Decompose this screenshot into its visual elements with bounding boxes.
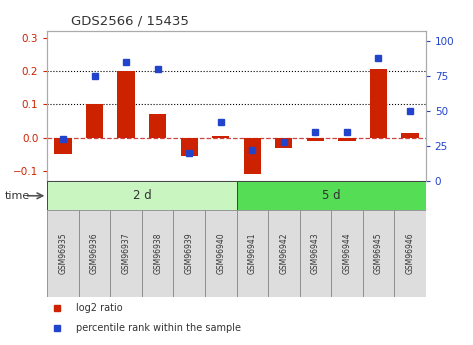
Bar bbox=[205, 210, 236, 297]
Bar bbox=[299, 210, 331, 297]
Text: GSM96943: GSM96943 bbox=[311, 233, 320, 274]
Bar bbox=[401, 133, 419, 138]
Bar bbox=[47, 181, 237, 210]
Bar bbox=[363, 210, 394, 297]
Text: GSM96941: GSM96941 bbox=[248, 233, 257, 274]
Text: log2 ratio: log2 ratio bbox=[76, 303, 123, 313]
Bar bbox=[268, 210, 299, 297]
Bar bbox=[117, 71, 135, 138]
Text: GSM96946: GSM96946 bbox=[405, 233, 414, 274]
Bar bbox=[370, 69, 387, 138]
Bar bbox=[275, 138, 292, 148]
Bar bbox=[331, 210, 363, 297]
Text: GDS2566 / 15435: GDS2566 / 15435 bbox=[71, 14, 189, 28]
Bar bbox=[394, 210, 426, 297]
Bar bbox=[54, 138, 72, 155]
Bar bbox=[212, 136, 229, 138]
Text: GSM96945: GSM96945 bbox=[374, 233, 383, 274]
Text: percentile rank within the sample: percentile rank within the sample bbox=[76, 323, 241, 333]
Text: GSM96944: GSM96944 bbox=[342, 233, 351, 274]
Text: GSM96939: GSM96939 bbox=[184, 233, 194, 274]
Text: time: time bbox=[5, 191, 30, 201]
Bar bbox=[181, 138, 198, 156]
Text: 5 d: 5 d bbox=[322, 189, 341, 202]
Text: GSM96938: GSM96938 bbox=[153, 233, 162, 274]
Bar bbox=[110, 210, 142, 297]
Bar bbox=[236, 181, 426, 210]
Text: GSM96940: GSM96940 bbox=[216, 233, 225, 274]
Text: 2 d: 2 d bbox=[132, 189, 151, 202]
Bar bbox=[236, 210, 268, 297]
Bar bbox=[79, 210, 110, 297]
Text: GSM96936: GSM96936 bbox=[90, 233, 99, 274]
Bar bbox=[244, 138, 261, 175]
Bar bbox=[307, 138, 324, 141]
Text: GSM96937: GSM96937 bbox=[122, 233, 131, 274]
Text: GSM96935: GSM96935 bbox=[59, 233, 68, 274]
Bar bbox=[142, 210, 174, 297]
Bar bbox=[174, 210, 205, 297]
Bar bbox=[338, 138, 356, 141]
Bar bbox=[86, 105, 103, 138]
Bar bbox=[149, 115, 166, 138]
Text: GSM96942: GSM96942 bbox=[279, 233, 289, 274]
Bar bbox=[47, 210, 79, 297]
